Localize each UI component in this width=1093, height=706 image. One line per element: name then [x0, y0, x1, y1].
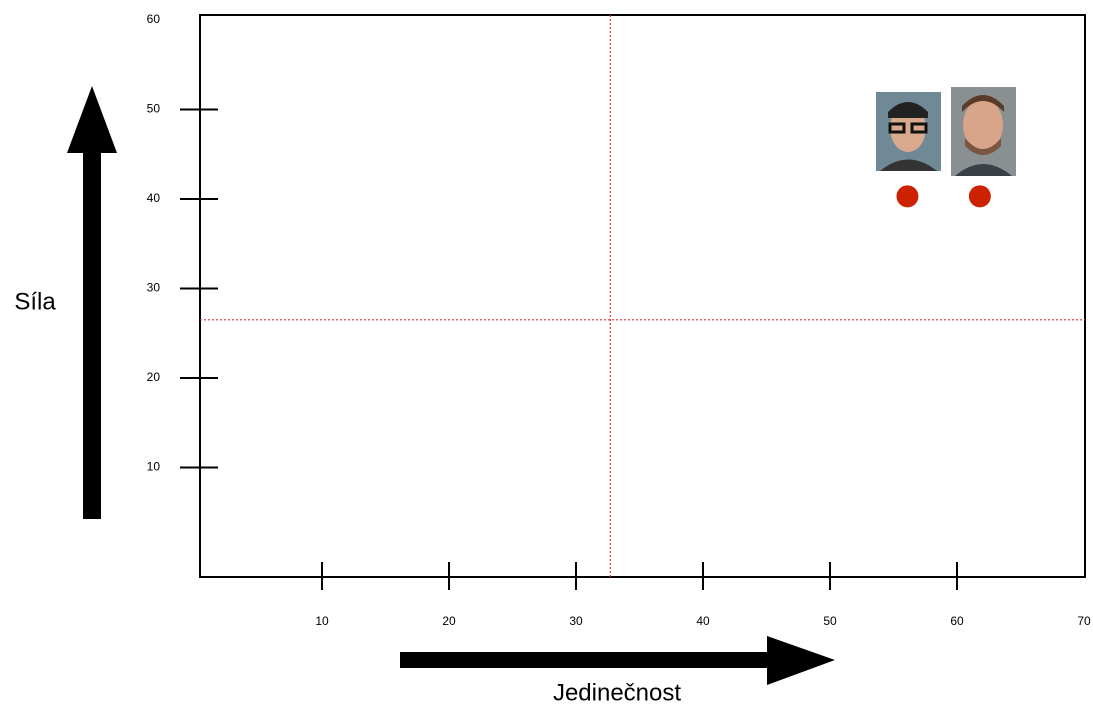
x-tick-label: 30 — [569, 614, 583, 628]
chart: Síla Jedinečnost 10 20 30 40 50 60 70 10 20 30 40 5… — [0, 0, 1093, 706]
data-point — [969, 185, 991, 207]
photo — [876, 92, 941, 171]
y-tick-label: 50 — [147, 102, 161, 116]
y-tick-label: 10 — [147, 460, 161, 474]
data-point — [896, 185, 918, 207]
y-tick-label: 20 — [147, 370, 161, 384]
x-tick-label: 20 — [442, 614, 456, 628]
y-tick-label: 60 — [147, 12, 161, 26]
y-tick-label: 40 — [147, 191, 161, 205]
y-axis-title: Síla — [14, 288, 56, 315]
x-tick-label: 40 — [696, 614, 710, 628]
x-axis-title: Jedinečnost — [553, 679, 681, 706]
y-arrow-head — [67, 86, 117, 153]
x-arrow-head — [767, 636, 835, 685]
x-tick-label: 10 — [315, 614, 329, 628]
x-arrow-shaft — [400, 652, 770, 668]
x-tick-label: 70 — [1077, 614, 1091, 628]
y-arrow-shaft — [83, 150, 101, 519]
y-tick-label: 30 — [147, 281, 161, 295]
photo — [951, 87, 1016, 176]
x-tick-label: 60 — [950, 614, 964, 628]
x-tick-label: 50 — [823, 614, 837, 628]
